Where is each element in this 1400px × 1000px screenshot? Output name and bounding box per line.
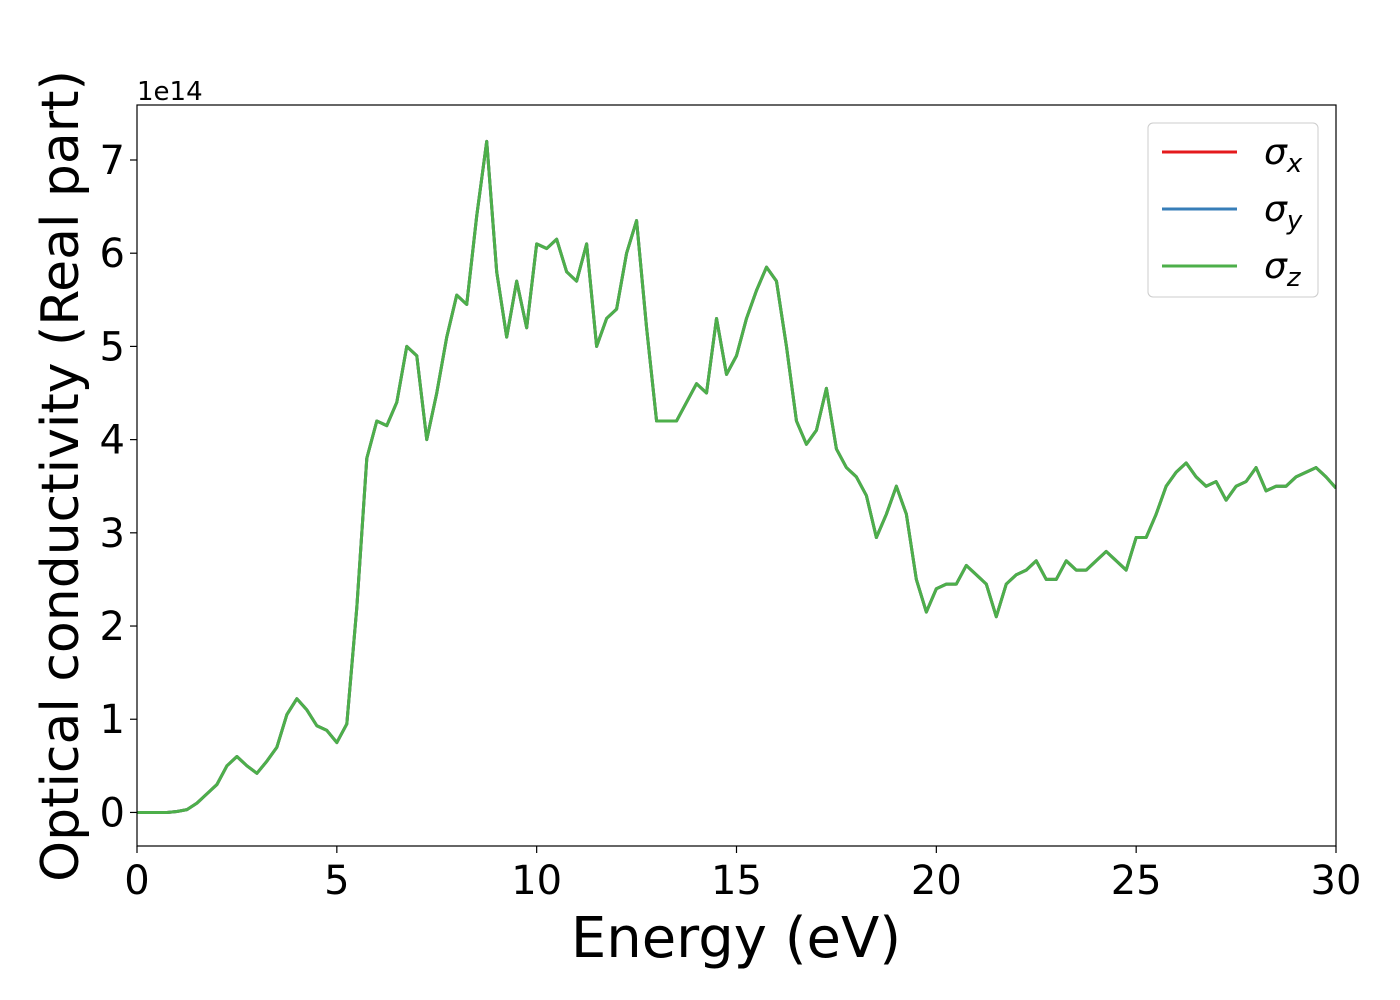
y-tick-label: 7 [100, 138, 125, 184]
plot-lines [137, 139, 1336, 814]
y-tick-label: 1 [100, 697, 125, 743]
y-offset-label: 1e14 [137, 77, 203, 107]
y-tick-label: 3 [100, 511, 125, 557]
legend-label: σy [1264, 189, 1303, 236]
y-axis-label: Optical conductivity (Real part) [31, 70, 91, 882]
x-tick-label: 20 [911, 858, 962, 904]
legend-label: σx [1264, 132, 1303, 179]
legend-label: σz [1264, 246, 1302, 293]
x-tick-label: 30 [1311, 858, 1362, 904]
series-line [137, 139, 1336, 814]
x-tick-label: 25 [1111, 858, 1162, 904]
x-tick-label: 5 [324, 858, 349, 904]
x-tick-label: 0 [124, 858, 149, 904]
x-axis-label: Energy (eV) [571, 906, 901, 971]
x-tick-label: 10 [511, 858, 562, 904]
plot-frame [136, 104, 1337, 847]
y-tick-label: 0 [100, 790, 125, 836]
y-tick-label: 2 [100, 604, 125, 650]
x-tick-label: 15 [711, 858, 762, 904]
y-tick-label: 5 [100, 324, 125, 370]
y-tick-label: 6 [100, 231, 125, 277]
y-tick-label: 4 [100, 418, 125, 464]
